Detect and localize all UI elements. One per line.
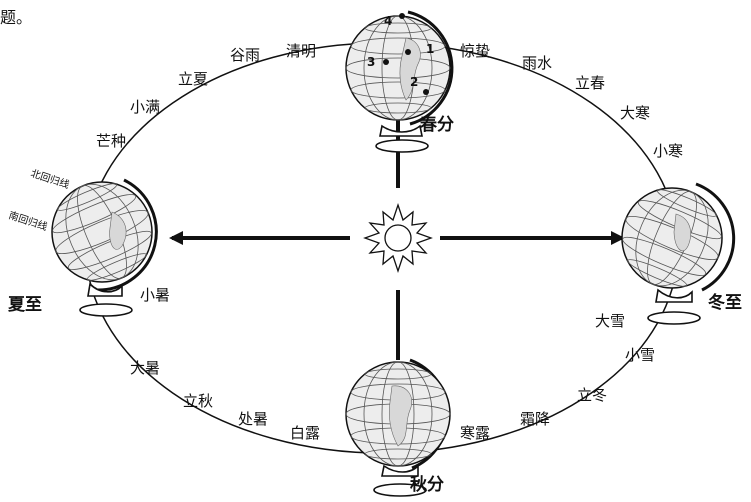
term-xiaoman: 小满	[130, 98, 160, 116]
globe-summer-solstice	[51, 178, 158, 317]
term-chushu: 处暑	[238, 410, 268, 428]
term-jingzhe: 惊蛰	[460, 42, 490, 60]
term-bailu: 白露	[290, 424, 320, 442]
point-label-4: 4	[384, 14, 392, 28]
term-xiaoshu: 小暑	[140, 286, 170, 304]
globe-winter-solstice	[621, 182, 736, 325]
sun-icon	[363, 202, 433, 274]
season-autumn-equinox: 秋分	[410, 474, 444, 495]
term-lixia: 立夏	[178, 70, 208, 88]
season-winter-solstice: 冬至	[708, 292, 742, 313]
term-xiaohan: 小寒	[653, 142, 683, 160]
tropic-of-capricorn-label: 南回归线	[7, 208, 49, 233]
term-hanlu: 寒露	[460, 424, 490, 442]
season-spring-equinox: 春分	[420, 114, 454, 135]
season-summer-solstice: 夏至	[8, 295, 42, 315]
tropic-of-cancer-label: 北回归线	[29, 166, 71, 191]
term-liqiu: 立秋	[183, 392, 213, 410]
term-yushui: 雨水	[522, 54, 552, 72]
term-shuangjiang: 霜降	[520, 410, 550, 428]
term-dashu: 大暑	[130, 359, 160, 377]
term-xiaoxue: 小雪	[625, 346, 655, 364]
point-label-3: 3	[367, 55, 375, 69]
term-guyu: 谷雨	[230, 46, 260, 64]
term-dahan: 大寒	[620, 104, 650, 122]
term-qingming: 清明	[286, 42, 316, 60]
term-mangzhong: 芒种	[96, 132, 126, 150]
term-lidong: 立冬	[577, 386, 607, 404]
term-daxue: 大雪	[595, 312, 625, 330]
term-lichun: 立春	[575, 74, 605, 92]
globe-spring-equinox	[345, 10, 454, 153]
globe-autumn-equinox	[345, 358, 451, 497]
point-label-1: 1	[426, 42, 434, 56]
point-label-2: 2	[410, 75, 418, 89]
question-fragment-text: 题。	[0, 8, 33, 27]
